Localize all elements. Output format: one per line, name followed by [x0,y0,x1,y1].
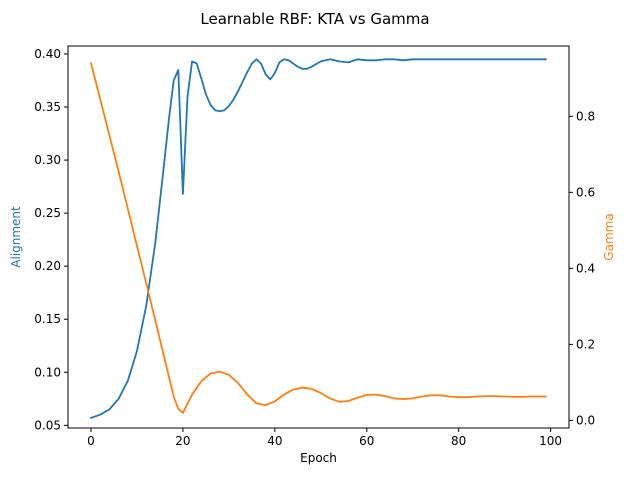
y-right-tick-label: 0.2 [576,337,595,351]
chart-title: Learnable RBF: KTA vs Gamma [200,10,429,28]
x-tick-label: 40 [267,434,282,448]
gamma-series-line [90,62,547,414]
y-left-tick-label: 0.25 [34,206,61,220]
x-tick-label: 80 [451,434,466,448]
y-right-tick-label: 0.4 [576,261,595,275]
y-left-tick-label: 0.10 [34,365,61,379]
y-left-tick-label: 0.15 [34,312,61,326]
y-axis-right: 0.0 0.2 0.4 0.6 0.8 [569,109,595,427]
y-left-tick-label: 0.40 [34,47,61,61]
x-tick-label: 60 [359,434,374,448]
x-tick-label: 20 [175,434,190,448]
x-axis: 0 20 40 60 80 100 [87,428,562,448]
y-axis-label-left: Alignment [9,206,23,268]
y-right-tick-label: 0.8 [576,109,595,123]
y-left-tick-label: 0.05 [34,418,61,432]
y-axis-left: 0.05 0.10 0.15 0.20 0.25 0.30 0.35 0.40 [34,47,68,432]
y-left-tick-label: 0.35 [34,100,61,114]
plot-frame [67,45,570,429]
y-right-tick-label: 0.0 [576,413,595,427]
x-tick-label: 100 [539,434,562,448]
alignment-series-line [90,58,547,419]
y-axis-label-right: Gamma [602,213,616,260]
y-right-tick-label: 0.6 [576,185,595,199]
x-axis-label: Epoch [300,451,337,465]
y-left-tick-label: 0.20 [34,259,61,273]
x-tick-label: 0 [87,434,95,448]
y-left-tick-label: 0.30 [34,153,61,167]
plot-area [90,58,547,419]
